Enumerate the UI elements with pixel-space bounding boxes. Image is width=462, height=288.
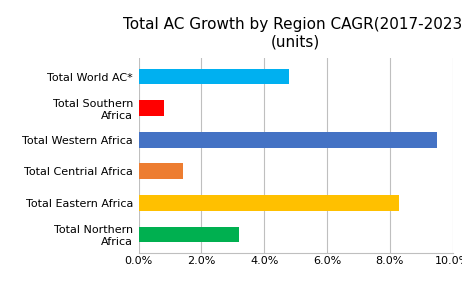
Bar (139, 132, 437, 148)
Bar (139, 163, 182, 179)
Bar (139, 100, 164, 116)
Title: Total AC Growth by Region CAGR(2017-2023)
(units): Total AC Growth by Region CAGR(2017-2023… (123, 17, 462, 50)
Bar (139, 227, 239, 242)
Bar (139, 69, 289, 84)
Bar (139, 195, 399, 211)
